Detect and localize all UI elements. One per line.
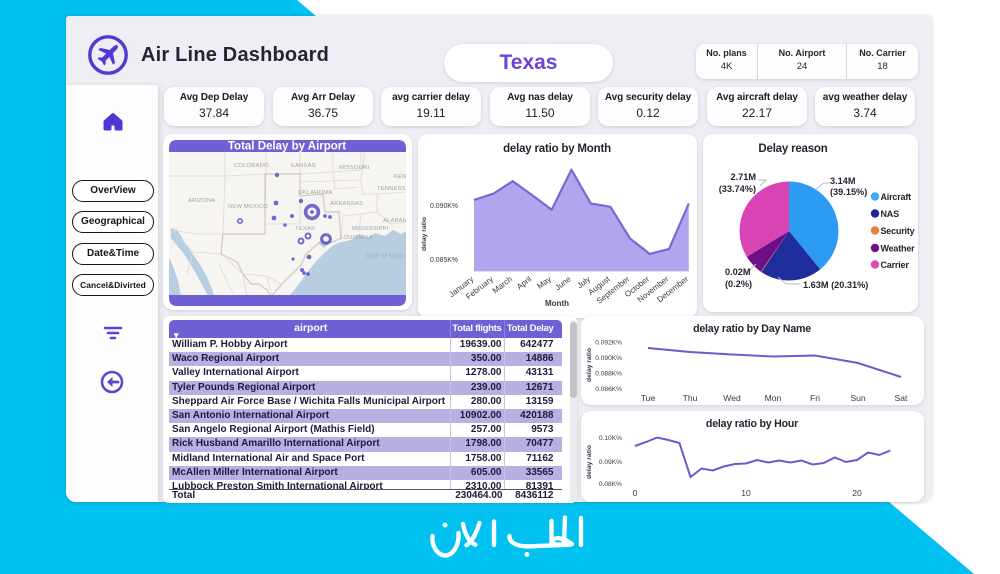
svg-text:3.14M: 3.14M	[830, 176, 856, 186]
svg-text:Carrier: Carrier	[881, 260, 910, 270]
svg-text:(39.15%): (39.15%)	[830, 187, 867, 197]
svg-text:0.086K%: 0.086K%	[595, 386, 622, 393]
svg-text:NAS: NAS	[881, 209, 900, 219]
svg-text:OKLAHOMA: OKLAHOMA	[298, 190, 332, 196]
svg-text:delay ratio by Month: delay ratio by Month	[503, 143, 611, 155]
svg-text:MISSOURI: MISSOURI	[339, 165, 369, 171]
svg-text:10: 10	[741, 488, 751, 498]
svg-text:ARIZONA: ARIZONA	[188, 198, 215, 204]
svg-text:Mon: Mon	[765, 393, 782, 403]
svg-text:delay ratio by Hour: delay ratio by Hour	[706, 418, 798, 430]
svg-text:0.090K%: 0.090K%	[430, 203, 458, 210]
svg-text:1.63M (20.31%): 1.63M (20.31%)	[803, 280, 868, 290]
svg-text:TENNESSEE: TENNESSEE	[377, 186, 412, 192]
svg-text:Security: Security	[881, 226, 915, 236]
svg-text:Wed: Wed	[723, 393, 741, 403]
svg-text:Weather: Weather	[881, 244, 916, 254]
svg-text:ALABAMA: ALABAMA	[383, 218, 412, 224]
svg-text:delay ratio by Day Name: delay ratio by Day Name	[693, 323, 811, 335]
svg-text:Fri: Fri	[810, 393, 820, 403]
svg-text:TEXAS: TEXAS	[295, 226, 315, 232]
svg-text:(0.2%): (0.2%)	[725, 279, 752, 289]
svg-text:ARKANSAS: ARKANSAS	[330, 201, 363, 207]
svg-text:May: May	[535, 274, 552, 290]
svg-text:COLORADO: COLORADO	[234, 163, 269, 169]
svg-text:March: March	[491, 274, 514, 295]
svg-text:0.09K%: 0.09K%	[599, 459, 622, 466]
svg-text:Thu: Thu	[683, 393, 698, 403]
svg-text:Sat: Sat	[895, 393, 909, 403]
svg-text:0.090K%: 0.090K%	[595, 355, 622, 362]
svg-text:Sun: Sun	[850, 393, 866, 403]
svg-text:delay ratio: delay ratio	[421, 217, 428, 251]
svg-text:NEW MEXICO: NEW MEXICO	[228, 204, 268, 210]
svg-text:0.085K%: 0.085K%	[430, 257, 458, 264]
svg-text:0.10K%: 0.10K%	[599, 435, 622, 442]
svg-text:Gulf of Mexic: Gulf of Mexic	[366, 253, 407, 260]
svg-text:MISSISSIPPI: MISSISSIPPI	[352, 226, 389, 232]
svg-text:0.02M: 0.02M	[725, 267, 751, 277]
svg-text:delay ratio: delay ratio	[586, 445, 593, 479]
svg-text:Month: Month	[545, 299, 569, 308]
svg-text:0.092K%: 0.092K%	[595, 340, 622, 347]
svg-text:0.08K%: 0.08K%	[599, 481, 622, 488]
svg-text:KANSAS: KANSAS	[291, 163, 316, 169]
svg-text:Tue: Tue	[641, 393, 656, 403]
svg-text:0: 0	[633, 488, 638, 498]
svg-text:(33.74%): (33.74%)	[719, 184, 756, 194]
svg-text:delay ratio: delay ratio	[586, 348, 593, 382]
svg-text:0.088K%: 0.088K%	[595, 371, 622, 378]
svg-text:Aircraft: Aircraft	[881, 192, 912, 202]
svg-text:2.71M: 2.71M	[730, 172, 756, 182]
svg-text:April: April	[515, 274, 533, 291]
svg-text:LOUISIANA: LOUISIANA	[340, 235, 373, 241]
svg-text:20: 20	[852, 488, 862, 498]
svg-text:Total Delay by Airport: Total Delay by Airport	[228, 141, 346, 153]
svg-text:June: June	[553, 274, 573, 292]
svg-text:KENTU: KENTU	[394, 174, 412, 180]
svg-text:Delay reason: Delay reason	[758, 143, 827, 155]
